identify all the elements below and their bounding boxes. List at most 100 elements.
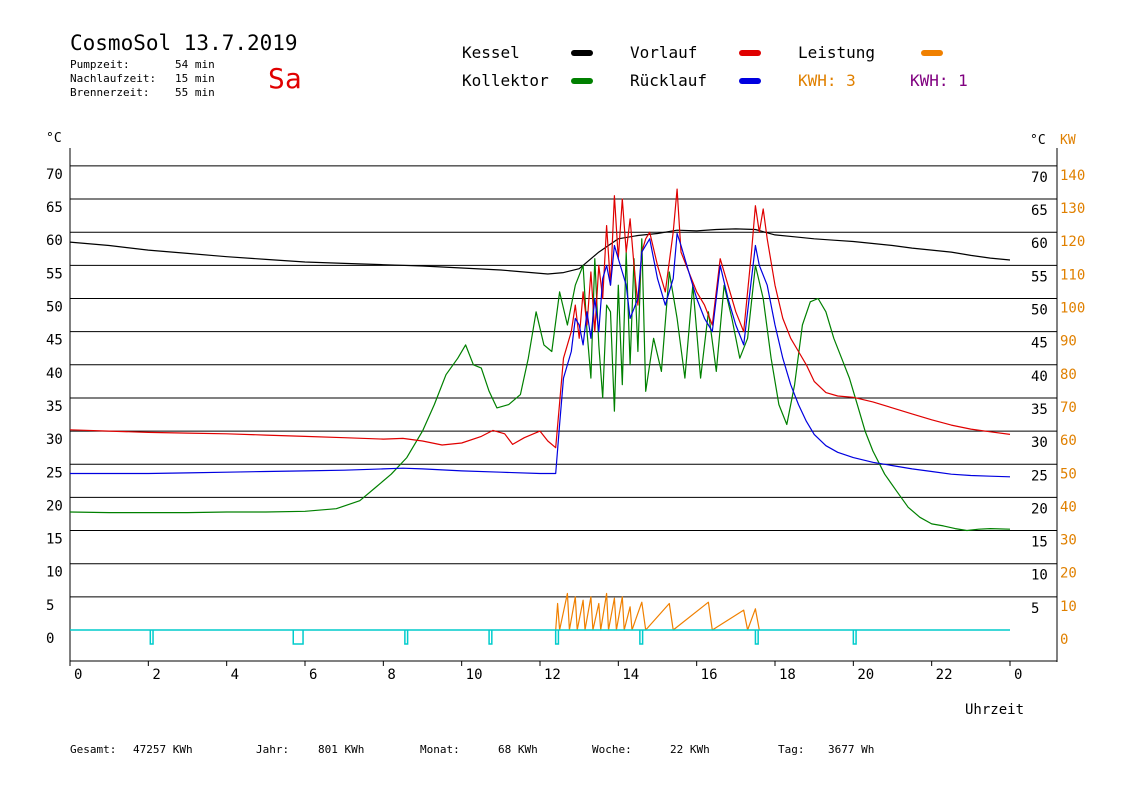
total-label: Gesamt: (70, 743, 116, 756)
kw-tick-label: 120 (1060, 234, 1085, 250)
kw-tick-label: 100 (1060, 301, 1085, 317)
y-tick-label-left: 25 (46, 465, 63, 481)
legend-label: Kollektor (462, 71, 549, 90)
series-line-leistung (555, 592, 760, 631)
total-value: 22 KWh (670, 743, 710, 756)
y-tick-label-left: 10 (46, 565, 63, 581)
y-tick-label-right: 5 (1031, 601, 1039, 617)
x-tick-label: 22 (936, 667, 953, 683)
y-tick-label-right: 25 (1031, 468, 1048, 484)
y-tick-label-left: 60 (46, 233, 63, 249)
y-tick-label-left: 20 (46, 498, 63, 514)
y-tick-label-right: 65 (1031, 203, 1048, 219)
series-line-vorlauf (69, 188, 1011, 449)
y-tick-label-right: 50 (1031, 303, 1048, 319)
stat-label: Brennerzeit: (70, 86, 149, 99)
y-tick-label-right: 15 (1031, 535, 1048, 551)
kw-tick-label: 90 (1060, 334, 1077, 350)
y-tick-label-right: 60 (1031, 236, 1048, 252)
right-axis-unit: °C (1030, 133, 1046, 148)
y-tick-label-left: 5 (46, 598, 54, 614)
legend-label: Kessel (462, 43, 520, 62)
series-line-kollektor (69, 238, 1011, 532)
pump-pulse (404, 630, 409, 645)
kw-tick-label: 50 (1060, 466, 1077, 482)
pump-pulse (554, 630, 560, 645)
x-tick-label: 16 (701, 667, 718, 683)
y-tick-label-left: 30 (46, 432, 63, 448)
legend: Kessel Kollektor Vorlauf Rücklauf Leistu… (462, 43, 968, 90)
legend-label: Vorlauf (630, 43, 697, 62)
kw-tick-label: 10 (1060, 599, 1077, 615)
total-value: 801 KWh (318, 743, 364, 756)
x-tick-label: 8 (387, 667, 395, 683)
stat-label: Nachlaufzeit: (70, 72, 156, 85)
total-label: Monat: (420, 743, 460, 756)
kwh-label: KWH: 3 (798, 71, 856, 90)
runtime-stats: Pumpzeit: 54 min Nachlaufzeit: 15 min Br… (70, 58, 215, 99)
kw-tick-label: 30 (1060, 533, 1077, 549)
energy-totals: Gesamt: 47257 KWh Jahr: 801 KWh Monat: 6… (70, 743, 874, 756)
legend-label: Rücklauf (630, 71, 707, 90)
pump-pulse (292, 630, 304, 645)
stat-value: 54 min (175, 58, 215, 71)
left-axis-unit: °C (46, 131, 62, 146)
weekday-label: Sa (268, 62, 302, 95)
pump-indicator (70, 629, 1010, 645)
pump-pulse (488, 630, 493, 645)
y-tick-label-left: 55 (46, 266, 63, 282)
kw-tick-label: 70 (1060, 400, 1077, 416)
legend-label: Leistung (798, 43, 875, 62)
pump-pulse (639, 630, 644, 645)
kw-tick-label: 80 (1060, 367, 1077, 383)
kw-tick-label: 40 (1060, 499, 1077, 515)
kw-tick-label: 60 (1060, 433, 1077, 449)
y-tick-label-right: 40 (1031, 369, 1048, 385)
y-tick-label-left: 40 (46, 366, 63, 382)
pump-pulse (754, 630, 759, 645)
total-label: Woche: (592, 743, 632, 756)
x-tick-label: 0 (1014, 667, 1022, 683)
y-tick-label-right: 45 (1031, 336, 1048, 352)
stat-value: 55 min (175, 86, 215, 99)
kw-tick-label: 130 (1060, 201, 1085, 217)
y-tick-label-right: 70 (1031, 170, 1048, 186)
stat-value: 15 min (175, 72, 215, 85)
x-axis-label: Uhrzeit (965, 702, 1024, 718)
x-tick-label: 2 (152, 667, 160, 683)
y-tick-label-right: 10 (1031, 568, 1048, 584)
y-tick-label-right: 55 (1031, 269, 1048, 285)
kwh-label: KWH: 1 (910, 71, 968, 90)
total-value: 68 KWh (498, 743, 538, 756)
total-label: Jahr: (256, 743, 289, 756)
series-line-kessel (69, 228, 1011, 275)
y-tick-label-left: 0 (46, 631, 54, 647)
kw-axis-unit: KW (1060, 133, 1076, 148)
total-value: 47257 KWh (133, 743, 193, 756)
pump-pulse (852, 630, 857, 645)
y-tick-label-right: 20 (1031, 501, 1048, 517)
y-tick-label-right: 30 (1031, 435, 1048, 451)
y-tick-label-left: 35 (46, 399, 63, 415)
x-tick-label: 6 (309, 667, 317, 683)
y-tick-label-left: 15 (46, 532, 63, 548)
axis-ticks: 0510152025303540455055606570510152025303… (46, 167, 1085, 683)
gridlines (70, 165, 1057, 598)
x-tick-label: 18 (779, 667, 796, 683)
x-tick-label: 12 (544, 667, 561, 683)
y-tick-label-left: 50 (46, 300, 63, 316)
x-tick-label: 0 (74, 667, 82, 683)
y-tick-label-left: 70 (46, 167, 63, 183)
x-tick-label: 4 (231, 667, 239, 683)
total-value: 3677 Wh (828, 743, 874, 756)
x-tick-label: 20 (857, 667, 874, 683)
x-tick-label: 14 (622, 667, 639, 683)
chart-title: CosmoSol 13.7.2019 (70, 31, 298, 55)
kw-tick-label: 0 (1060, 632, 1068, 648)
kw-tick-label: 140 (1060, 168, 1085, 184)
pump-pulse (149, 630, 154, 645)
total-label: Tag: (778, 743, 805, 756)
series-line-ruecklauf (70, 232, 1011, 478)
x-tick-label: 10 (466, 667, 483, 683)
